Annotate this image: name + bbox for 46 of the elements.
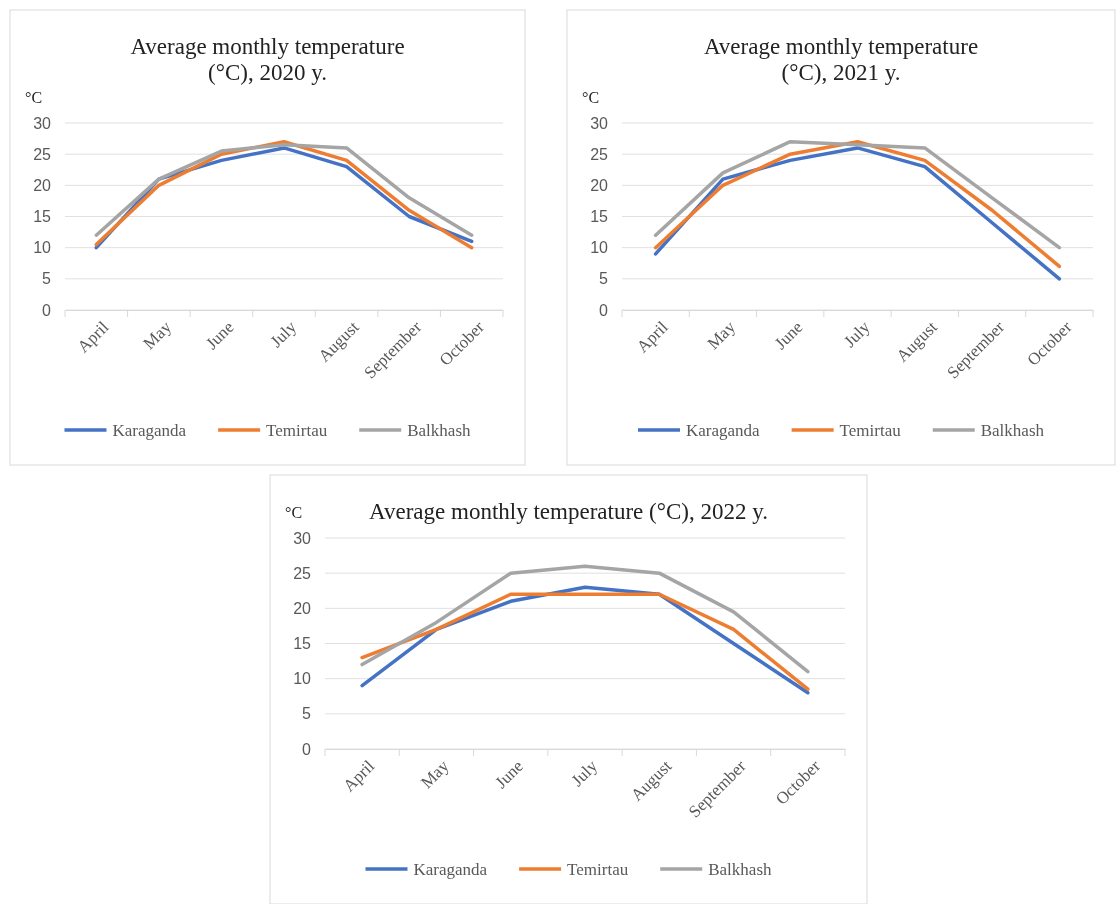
- y-tick-label: 25: [33, 145, 52, 163]
- y-tick-label: 25: [293, 564, 312, 582]
- y-tick-label: 30: [33, 114, 52, 132]
- x-tick-label: June: [202, 317, 238, 353]
- x-tick-label: May: [417, 756, 453, 792]
- y-tick-label: 30: [293, 529, 312, 547]
- y-axis-title: °C: [25, 89, 43, 106]
- y-tick-label: 30: [590, 114, 609, 132]
- x-tick-label: June: [770, 317, 807, 353]
- legend-label: Balkhash: [407, 421, 471, 440]
- legend-label: Karaganda: [413, 860, 488, 879]
- x-tick-label: July: [266, 317, 301, 351]
- line-series: [360, 564, 810, 674]
- chart-title: Average monthly temperature (°C), 2022 y.: [369, 499, 768, 524]
- x-tick-label: July: [840, 317, 874, 351]
- x-tick-label: July: [567, 756, 602, 790]
- x-tick-label: June: [491, 756, 527, 792]
- y-axis-title: °C: [582, 89, 600, 106]
- legend-label: Temirtau: [266, 421, 328, 440]
- y-tick-label: 15: [293, 635, 312, 653]
- y-tick-label: 15: [590, 208, 609, 226]
- legend-label: Karaganda: [112, 421, 187, 440]
- y-tick-label: 5: [302, 705, 312, 723]
- y-axis-title: °C: [285, 504, 303, 521]
- legend-label: Balkhash: [980, 421, 1045, 440]
- y-tick-label: 0: [42, 301, 52, 319]
- y-tick-label: 10: [293, 670, 312, 688]
- legend-label: Temirtau: [567, 860, 629, 879]
- y-tick-label: 5: [599, 270, 609, 288]
- x-tick-label: May: [703, 317, 740, 353]
- y-tick-label: 20: [33, 176, 52, 194]
- y-tick-label: 10: [33, 239, 52, 257]
- y-tick-label: 20: [590, 176, 609, 194]
- y-tick-label: 0: [599, 301, 609, 319]
- x-tick-label: May: [139, 317, 176, 353]
- y-tick-label: 5: [42, 270, 52, 288]
- legend-label: Temirtau: [839, 421, 902, 440]
- legend-label: Karaganda: [685, 421, 761, 440]
- chart-title: Average monthly temperature (°C), 2021 y.: [703, 34, 979, 86]
- chart-title: Average monthly temperature (°C), 2020 y.: [130, 34, 405, 86]
- y-tick-label: 25: [590, 145, 609, 163]
- y-tick-label: 20: [293, 599, 312, 617]
- legend-label: Balkhash: [708, 860, 772, 879]
- y-tick-label: 0: [302, 740, 312, 758]
- y-tick-label: 10: [590, 239, 609, 257]
- y-tick-label: 15: [33, 208, 52, 226]
